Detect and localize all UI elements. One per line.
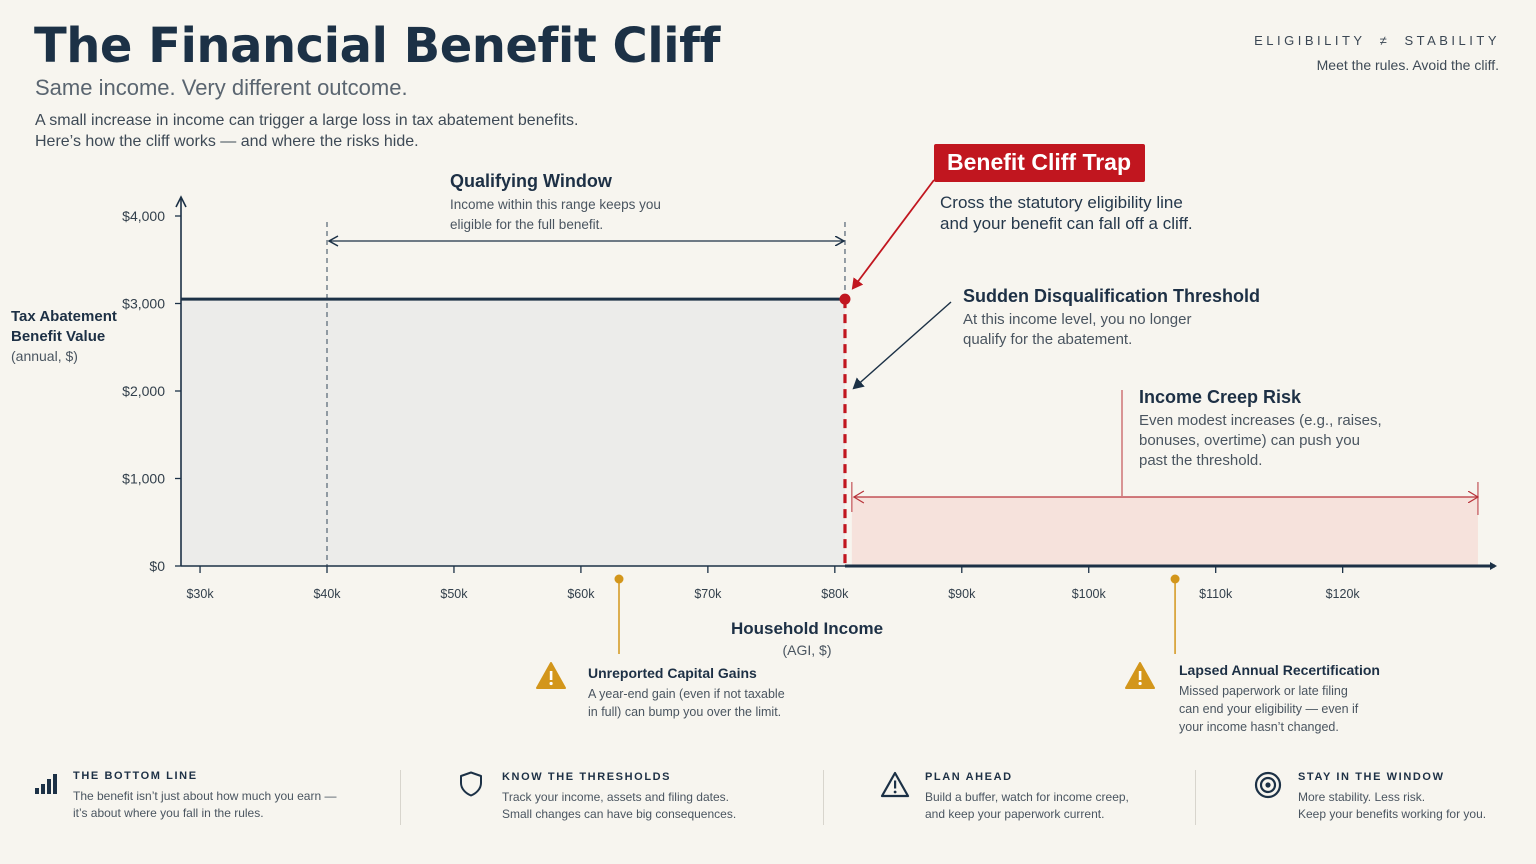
- recertification-warning-icon: [1125, 662, 1155, 689]
- shield-icon: [460, 771, 482, 797]
- x-tick-label: $30k: [186, 587, 214, 601]
- x-tick-label: $120k: [1326, 587, 1361, 601]
- capital-gains-risk: Unreported Capital Gains A year-end gain…: [588, 665, 785, 721]
- intro-text: A small increase in income can trigger a…: [35, 110, 635, 152]
- target-icon: [1254, 771, 1282, 799]
- y-axis-title: Tax Abatement Benefit Value: [11, 307, 121, 347]
- income-creep-annotation: Income Creep Risk Even modest increases …: [1139, 387, 1382, 471]
- page-subtitle: Same income. Very different outcome.: [35, 75, 408, 100]
- threshold-arrow: [852, 301, 952, 390]
- recertification-body-2: can end your eligibility — even if: [1179, 702, 1359, 716]
- footer-thresholds: KNOW THE THRESHOLDS Track your income, a…: [502, 771, 736, 823]
- page-title: The Financial Benefit Cliff: [34, 18, 720, 74]
- eligibility-tag-subtitle: Meet the rules. Avoid the cliff.: [1316, 57, 1499, 73]
- footer-body: Build a buffer, watch for income creep,: [925, 790, 1129, 804]
- x-tick-label: $110k: [1199, 587, 1233, 601]
- footer-title: THE BOTTOM LINE: [73, 770, 198, 782]
- x-tick-label: $50k: [440, 587, 468, 601]
- footer-plan-ahead: PLAN AHEAD Build a buffer, watch for inc…: [925, 771, 1129, 823]
- benefit-cliff-trap-body: Cross the statutory eligibility line and…: [940, 193, 1193, 233]
- capital-gains-body-1: A year-end gain (even if not taxable: [588, 687, 785, 701]
- footer-title: STAY IN THE WINDOW: [1298, 771, 1445, 783]
- x-tick-label: $80k: [821, 587, 849, 601]
- capital-gains-body-2: in full) can bump you over the limit.: [588, 705, 782, 719]
- footer-title: PLAN AHEAD: [925, 771, 1013, 783]
- footer-body: Small changes can have big consequences.: [502, 807, 737, 821]
- qualifying-window-annotation: Qualifying Window Income within this ran…: [450, 171, 661, 234]
- y-axis-label: Tax Abatement Benefit Value: [11, 308, 117, 345]
- y-tick-label: $3,000: [122, 296, 165, 312]
- footer-bottom-line: THE BOTTOM LINE The benefit isn’t just a…: [73, 770, 336, 822]
- qualifying-window-body-2: eligible for the full benefit.: [450, 216, 604, 232]
- x-tick-label: $90k: [948, 587, 976, 601]
- x-tick-label: $60k: [567, 587, 595, 601]
- x-tick-label: $40k: [313, 587, 341, 601]
- income-creep-arrowhead-left: [852, 490, 865, 504]
- x-axis-title: Household Income: [730, 619, 884, 638]
- footer-stay-in-window: STAY IN THE WINDOW More stability. Less …: [1298, 771, 1486, 823]
- footer-body: Track your income, assets and filing dat…: [502, 790, 729, 804]
- capital-gains-title: Unreported Capital Gains: [588, 665, 757, 681]
- recertification-marker: [1170, 574, 1180, 584]
- recertification-body-1: Missed paperwork or late filing: [1179, 684, 1348, 698]
- y-axis-arrowhead: [175, 195, 187, 208]
- trap-arrow: [851, 179, 935, 290]
- income-creep-title: Income Creep Risk: [1139, 387, 1302, 407]
- footer-divider: [400, 770, 401, 825]
- benefit-area: [181, 299, 845, 566]
- benefit-cliff-trap-badge: Benefit Cliff Trap: [934, 144, 1146, 182]
- y-tick-label: $1,000: [122, 471, 165, 487]
- income-creep-body-3: past the threshold.: [1139, 452, 1263, 469]
- recertification-title: Lapsed Annual Recertification: [1179, 662, 1380, 678]
- threshold-title: Sudden Disqualification Threshold: [963, 286, 1261, 306]
- x-tick-label: $70k: [694, 587, 722, 601]
- income-creep-body-1: Even modest increases (e.g., raises,: [1139, 412, 1382, 429]
- y-tick-label: $4,000: [122, 208, 165, 224]
- footer-body: The benefit isn’t just about how much yo…: [73, 789, 337, 803]
- capital-gains-warning-icon: [536, 662, 566, 689]
- eligibility-tag: ELIGIBILITY ≠ STABILITY: [1254, 33, 1500, 48]
- qualifying-window-title: Qualifying Window: [450, 171, 612, 191]
- bar-chart-icon: [35, 774, 57, 794]
- threshold-annotation: Sudden Disqualification Threshold At thi…: [963, 286, 1260, 350]
- x-axis-arrowhead: [1490, 562, 1497, 570]
- qualifying-window-body-1: Income within this range keeps you: [450, 197, 661, 212]
- warning-icon: [880, 771, 910, 798]
- footer-divider: [823, 770, 824, 825]
- recertification-risk: Lapsed Annual Recertification Missed pap…: [1179, 662, 1380, 736]
- x-tick-label: $100k: [1072, 587, 1107, 601]
- footer-body: and keep your paperwork current.: [925, 807, 1105, 821]
- capital-gains-marker: [614, 574, 624, 584]
- footer-title: KNOW THE THRESHOLDS: [502, 771, 672, 783]
- recertification-body-3: your income hasn’t changed.: [1179, 720, 1339, 734]
- y-axis-subtitle: (annual, $): [11, 348, 78, 364]
- footer-body: Keep your benefits working for you.: [1298, 807, 1487, 821]
- threshold-body-1: At this income level, you no longer: [963, 311, 1192, 328]
- intro-line-2: Here’s how the cliff works — and where t…: [35, 133, 419, 150]
- qualifying-window-arrowhead-left: [327, 235, 339, 247]
- footer-body: More stability. Less risk.: [1298, 790, 1426, 804]
- income-creep-band: [851, 497, 1478, 566]
- y-tick-label: $2,000: [122, 383, 165, 399]
- threshold-body-2: qualify for the abatement.: [963, 331, 1133, 348]
- intro-line-1: A small increase in income can trigger a…: [35, 112, 579, 129]
- x-axis-subtitle: (AGI, $): [782, 642, 832, 658]
- cliff-point: [839, 293, 851, 305]
- footer-body: it’s about where you fall in the rules.: [73, 806, 264, 820]
- y-tick-label: $0: [149, 558, 165, 574]
- footer-divider: [1195, 770, 1196, 825]
- income-creep-body-2: bonuses, overtime) can push you: [1139, 432, 1360, 449]
